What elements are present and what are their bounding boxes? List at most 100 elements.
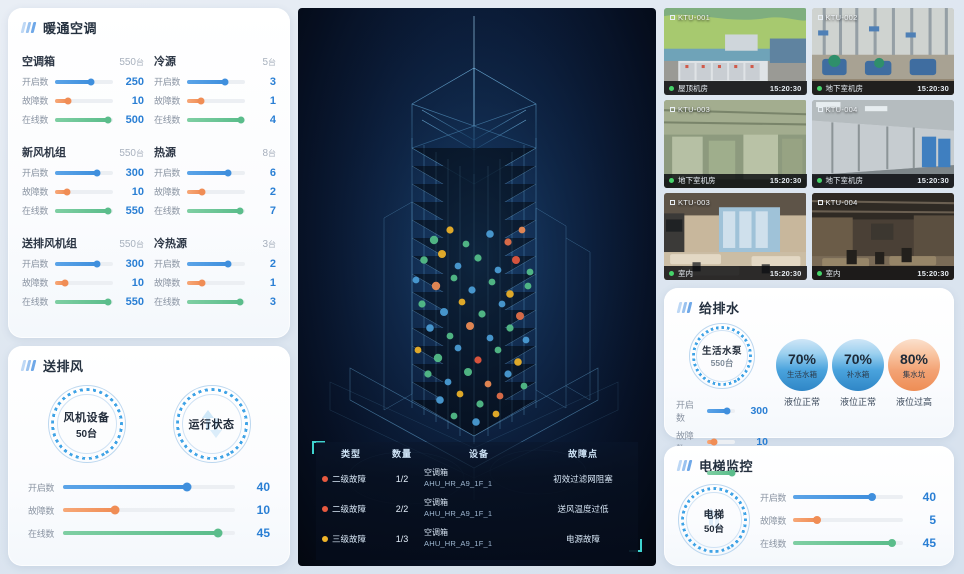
metric-row[interactable]: 在线数 4 bbox=[154, 113, 276, 126]
alarm-table: 类型 数量 设备 故障点 二级故障 1/2 空调箱 AHU_HR_A9_1F_1 bbox=[316, 442, 638, 560]
alarm-device-code: AHU_HR_A9_1F_1 bbox=[424, 539, 493, 548]
live-indicator-icon bbox=[669, 178, 674, 184]
metric-row-label: 故障数 bbox=[22, 278, 49, 288]
donut-dot-arc bbox=[692, 326, 752, 386]
metric-row-value: 10 bbox=[131, 276, 144, 289]
metric-row[interactable]: 在线数 3 bbox=[154, 295, 276, 308]
camera-tile[interactable]: KTU-004 室内 15:20:30 bbox=[811, 192, 954, 280]
gauge-percent: 70% bbox=[843, 351, 873, 367]
gauge-status: 液位正常 bbox=[839, 397, 876, 407]
metric-row[interactable]: 开启数 40 bbox=[760, 490, 936, 504]
metric-row[interactable]: 开启数 2 bbox=[154, 257, 276, 270]
water-gauge[interactable]: 80% 集水坑 液位过高 bbox=[886, 339, 942, 408]
metric-row[interactable]: 开启数 250 bbox=[22, 75, 144, 88]
hvac-panel-title: 暖通空调 bbox=[43, 21, 98, 36]
building-3d-viewport[interactable]: 类型 数量 设备 故障点 二级故障 1/2 空调箱 AHU_HR_A9_1F_1 bbox=[298, 8, 656, 566]
metric-slider-track[interactable] bbox=[55, 116, 113, 123]
metric-slider-track[interactable] bbox=[187, 260, 245, 267]
alarm-device-cell: 空调箱 AHU_HR_A9_1F_1 bbox=[424, 468, 534, 490]
metric-row-label: 在线数 bbox=[28, 528, 55, 539]
metric-row[interactable]: 开启数 40 bbox=[28, 480, 270, 494]
camera-timestamp: 15:20:30 bbox=[917, 268, 949, 278]
metric-row[interactable]: 故障数 2 bbox=[154, 185, 276, 198]
metric-row[interactable]: 故障数 1 bbox=[154, 94, 276, 107]
metric-row[interactable]: 开启数 6 bbox=[154, 166, 276, 179]
metric-row[interactable]: 故障数 1 bbox=[154, 276, 276, 289]
metric-slider-track[interactable] bbox=[707, 438, 735, 446]
camera-status-bar: 室内 15:20:30 bbox=[811, 266, 954, 280]
metric-slider-track[interactable] bbox=[55, 260, 113, 267]
metric-slider-track[interactable] bbox=[187, 298, 245, 305]
metric-slider-track[interactable] bbox=[55, 279, 113, 286]
metric-slider-track[interactable] bbox=[187, 188, 245, 195]
metric-row[interactable]: 故障数 5 bbox=[760, 513, 936, 527]
camera-tile[interactable]: KTU-001 屋顶机房 15:20:30 bbox=[664, 8, 807, 96]
hvac-panel-header: 暖通空调 bbox=[8, 8, 290, 41]
water-gauge[interactable]: 70% 补水箱 液位正常 bbox=[830, 339, 886, 408]
table-row[interactable]: 三级故障 1/3 空调箱 AHU_HR_A9_1F_1 电源故障 bbox=[316, 524, 638, 554]
panel-marker-icon bbox=[676, 460, 693, 471]
metric-row[interactable]: 在线数 550 bbox=[22, 295, 144, 308]
alarm-qty-cell: 2/2 bbox=[395, 504, 409, 514]
metric-slider-track[interactable] bbox=[55, 97, 113, 104]
alarm-device-name: 空调箱 bbox=[424, 528, 448, 538]
metric-row-label: 在线数 bbox=[154, 206, 181, 216]
metric-slider-track[interactable] bbox=[63, 505, 235, 515]
alarm-device-code: AHU_HR_A9_1F_1 bbox=[424, 479, 493, 488]
camera-tile[interactable]: KTU-003 室内 15:20:30 bbox=[664, 192, 807, 280]
alarm-type-cell: 二级故障 bbox=[322, 503, 380, 515]
metric-row[interactable]: 故障数 10 bbox=[28, 503, 270, 517]
metric-slider-track[interactable] bbox=[55, 169, 113, 176]
metric-slider-track[interactable] bbox=[187, 169, 245, 176]
metric-slider-track[interactable] bbox=[187, 116, 245, 123]
metric-row[interactable]: 故障数 10 bbox=[22, 185, 144, 198]
metric-slider-track[interactable] bbox=[187, 207, 245, 214]
metric-row-value: 2 bbox=[269, 185, 276, 198]
camera-tile[interactable]: KTU-004 地下室机房 15:20:30 bbox=[811, 100, 954, 188]
metric-slider-track[interactable] bbox=[55, 298, 113, 305]
metric-slider-track[interactable] bbox=[793, 493, 903, 501]
camera-grid: KTU-001 屋顶机房 15:20:30 bbox=[664, 8, 954, 280]
metric-row-label: 开启数 bbox=[154, 259, 181, 269]
metric-slider-track[interactable] bbox=[63, 482, 235, 492]
table-row[interactable]: 二级故障 2/2 空调箱 AHU_HR_A9_1F_1 送风温度过低 bbox=[316, 494, 638, 524]
camera-tile[interactable]: KTU-003 地下室机房 15:20:30 bbox=[664, 100, 807, 188]
metric-group-total: 8台 bbox=[262, 148, 276, 159]
supply-exhaust-panel-header: 送排风 bbox=[8, 346, 290, 379]
water-gauge[interactable]: 70% 生活水箱 液位正常 bbox=[774, 339, 830, 408]
metric-slider-track[interactable] bbox=[793, 539, 903, 547]
panel-marker-icon bbox=[676, 302, 693, 313]
severity-dot-icon bbox=[322, 536, 328, 542]
metric-slider-track[interactable] bbox=[793, 516, 903, 524]
alarm-table-header: 类型 数量 设备 故障点 bbox=[316, 442, 638, 464]
metric-row[interactable]: 在线数 7 bbox=[154, 204, 276, 217]
metric-group-header: 空调箱 550台 bbox=[22, 53, 144, 69]
metric-slider-track[interactable] bbox=[707, 469, 736, 477]
metric-slider-track[interactable] bbox=[63, 528, 235, 538]
metric-row[interactable]: 在线数 550 bbox=[22, 204, 144, 217]
camera-id: KTU-004 bbox=[817, 105, 858, 114]
metric-row[interactable]: 在线数 45 bbox=[760, 536, 936, 550]
metric-slider-track[interactable] bbox=[187, 279, 245, 286]
metric-row[interactable]: 故障数 10 bbox=[22, 276, 144, 289]
metric-row-value: 500 bbox=[125, 113, 144, 126]
camera-tile[interactable]: KTU-002 地下室机房 15:20:30 bbox=[811, 8, 954, 96]
table-row[interactable]: 二级故障 1/2 空调箱 AHU_HR_A9_1F_1 初效过滤网阻塞 bbox=[316, 464, 638, 494]
metric-row[interactable]: 开启数 300 bbox=[22, 166, 144, 179]
metric-slider-track[interactable] bbox=[55, 78, 113, 85]
metric-slider-track[interactable] bbox=[187, 78, 245, 85]
metric-group-header: 冷源 5台 bbox=[154, 53, 276, 69]
metric-group-name: 空调箱 bbox=[22, 56, 55, 68]
metric-row[interactable]: 在线数 45 bbox=[28, 526, 270, 540]
metric-slider-track[interactable] bbox=[55, 207, 113, 214]
metric-row[interactable]: 开启数 300 bbox=[676, 398, 768, 424]
metric-slider-track[interactable] bbox=[55, 188, 113, 195]
metric-slider-track[interactable] bbox=[187, 97, 245, 104]
metric-row[interactable]: 故障数 10 bbox=[22, 94, 144, 107]
metric-slider-track[interactable] bbox=[707, 407, 735, 415]
metric-row-label: 故障数 bbox=[22, 96, 49, 106]
metric-row[interactable]: 在线数 500 bbox=[22, 113, 144, 126]
gauge-status: 液位正常 bbox=[783, 397, 820, 407]
metric-row[interactable]: 开启数 300 bbox=[22, 257, 144, 270]
metric-row[interactable]: 开启数 3 bbox=[154, 75, 276, 88]
